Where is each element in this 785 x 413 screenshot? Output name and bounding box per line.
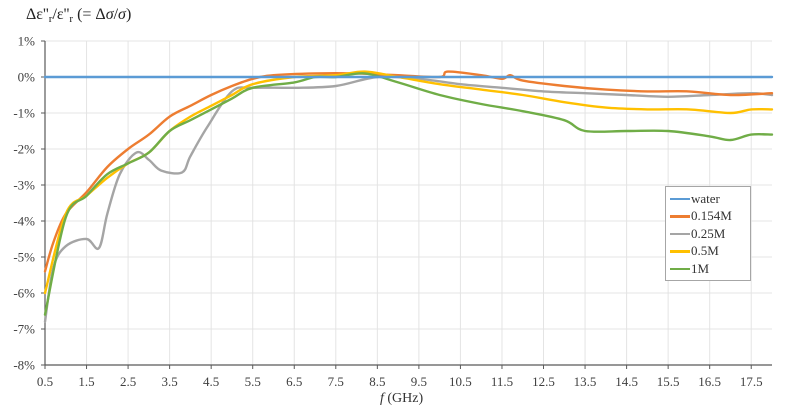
y-tick-label: -2% [13,142,35,157]
x-tick-label: 2.5 [120,374,136,389]
series-line-0-5m [43,70,774,295]
x-tick-label: 15.5 [657,374,680,389]
x-tick-label: 11.5 [491,374,513,389]
legend-item: 0.154M [670,208,750,226]
x-tick-label: 4.5 [203,374,219,389]
y-tick-label: 0% [18,70,36,85]
y-tick-label: -6% [13,286,35,301]
x-tick-label: 3.5 [162,374,178,389]
axes [44,41,772,366]
x-tick-label: 14.5 [615,374,638,389]
y-axis-title: Δε''r/ε''r (= Δσ/σ) [26,6,132,25]
legend-label: 1M [691,260,710,276]
grid-lines [45,40,772,365]
data-series [43,70,774,323]
x-tick-label: 17.5 [740,374,763,389]
x-tick-label: 9.5 [411,374,427,389]
x-axis-ticks: 0.5 1.5 2.5 3.5 4.5 5.5 6.5 7.5 8.5 9.5 10.5 11.5 12… [37,365,763,389]
series-line-0-25m [43,75,774,323]
x-tick-label: 10.5 [449,374,472,389]
y-tick-label: -5% [13,250,35,265]
y-tick-label: 1% [18,34,36,49]
x-tick-label: 8.5 [369,374,385,389]
legend-label: water [691,190,720,206]
y-tick-label: -7% [13,322,35,337]
x-tick-label: 13.5 [574,374,597,389]
legend-swatch-icon [670,215,690,218]
legend-swatch-icon [670,250,690,253]
x-tick-label: 1.5 [78,374,94,389]
legend-item: water [670,190,750,208]
legend-label: 0.154M [691,208,732,224]
x-tick-label: 5.5 [245,374,261,389]
series-line-0-154m [43,70,774,273]
legend-item: 1M [670,260,750,278]
x-axis-title: f (GHz) [380,391,424,406]
y-tick-label: -8% [13,358,35,373]
y-axis-ticks: 1% 0% -1% -2% -3% -4% -5% -6% -7% -8% [13,34,45,373]
legend-swatch-icon [670,232,690,235]
x-tick-label: 12.5 [532,374,555,389]
x-tick-label: 0.5 [37,374,53,389]
legend-item: 0.25M [670,225,750,243]
y-tick-label: -3% [13,178,35,193]
x-tick-label: 6.5 [286,374,302,389]
legend-label: 0.5M [691,243,719,259]
legend-swatch-icon [670,267,690,270]
x-tick-label: 16.5 [698,374,721,389]
y-tick-label: -1% [13,106,35,121]
legend-label: 0.25M [691,225,726,241]
x-tick-label: 7.5 [328,374,344,389]
legend-item: 0.5M [670,243,750,261]
legend: water 0.154M 0.25M 0.5M 1M [665,186,751,281]
y-tick-label: -4% [13,214,35,229]
legend-swatch-icon [670,197,690,200]
